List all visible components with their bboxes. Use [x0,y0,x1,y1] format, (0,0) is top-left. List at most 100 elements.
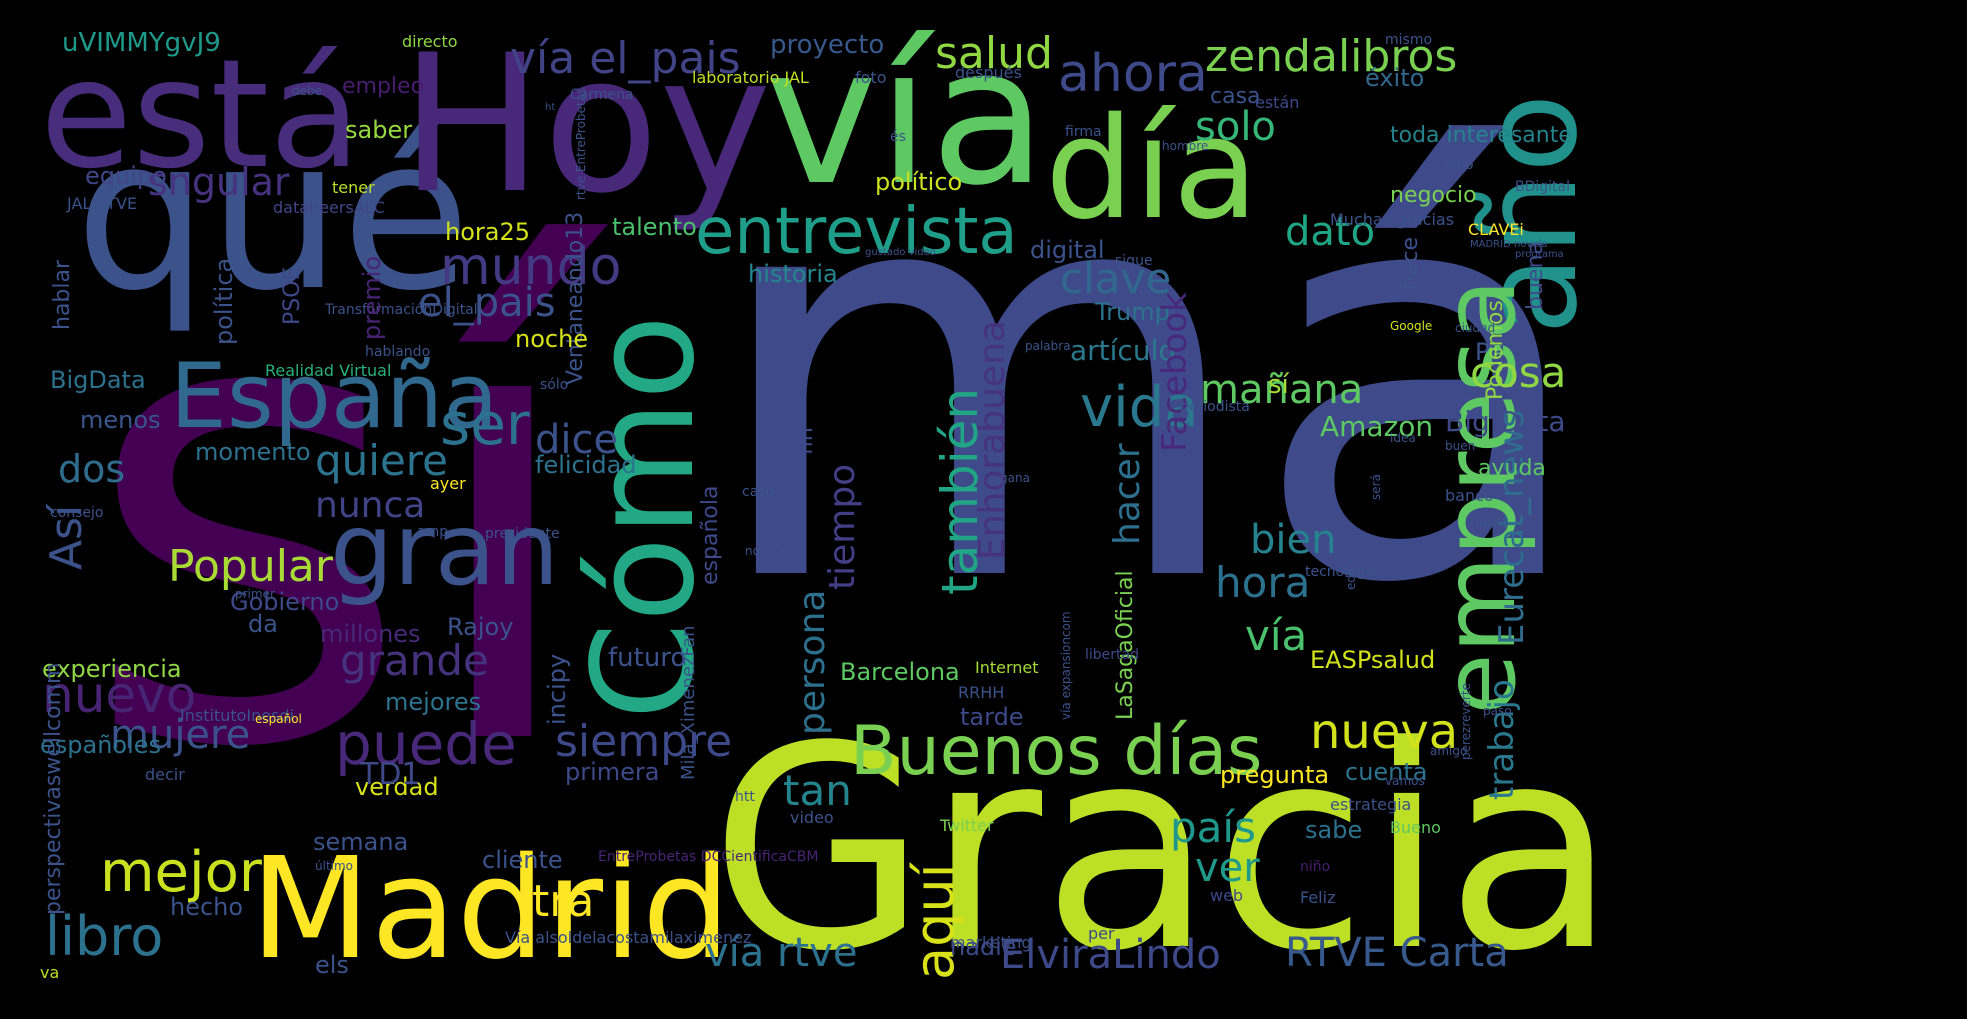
word-experiencia: decir [145,765,185,784]
word-casa: éxito [1365,64,1425,92]
word-clave: clave [1060,254,1172,303]
word-siempre: siempre [555,716,733,767]
word-pais: país [1170,803,1256,852]
word-programa: fin [793,427,818,455]
word-vamos: paso [1483,704,1512,718]
word-perspectivaswellcomm: español [255,712,302,726]
word-nuevo: nuevo [42,666,197,724]
word-facebook: Big Data [1445,405,1566,438]
word-talento: talento [612,213,697,241]
word-quiere: quiere [315,436,448,485]
word-millones: mejores [385,688,482,716]
word-els: Barcelona [840,658,960,686]
word-primera: semana [313,828,409,856]
word-politico: foto [855,68,887,87]
word-entrevista: entrevista [695,195,1018,269]
word-zendalibros: zendalibros [1205,31,1458,82]
word-uvimmygvj9: uVIMMYgvJ9 [62,28,221,58]
word-enhorabuena: Enhorabuena [972,320,1013,560]
word-puede: puede [335,710,517,778]
word-sigue: firma [1065,124,1102,140]
word-da: Rajoy [447,613,514,641]
word-hora25: hora25 [445,218,531,246]
word-institutoinesdi: último [315,859,354,873]
word-buena: EASPsalud [1310,646,1436,674]
word-ahora: ahora [1058,44,1208,104]
word-debe: sino [1445,157,1474,173]
word-tra: tra [532,876,595,927]
word-tan: tan [783,766,852,815]
word-transformaciondigital: gustado video [865,247,936,258]
word-estrategia: web [1210,886,1244,905]
word-web: niño [1300,859,1331,875]
word-cuenta: sabe [1305,816,1363,844]
word-caso: amp [417,524,449,540]
word-espanola: programa [1515,249,1564,260]
word-sera: vía expansioncom [1059,611,1073,720]
word-hecho: españoles [40,731,162,759]
word-pregunta: estrategia [1330,795,1412,814]
word-politica: política [210,257,238,345]
word-htt: htt [735,789,755,805]
word-gran: gran [330,491,560,608]
word-dice: dice [535,417,619,463]
word-hoy: Hoy [400,14,772,235]
word-vida: vida [1080,375,1199,440]
word-habla: vamos [1385,774,1425,788]
word-exito: negocio [1390,183,1477,208]
word-tecnologia: buen [1445,439,1476,453]
word-foto: casa [1210,84,1261,109]
word-hablar: hablar [50,259,75,330]
word-cliente: experiencia [42,655,182,683]
word-persona: persona [792,589,833,735]
word-via-expansioncom: perezreverte [1459,683,1473,760]
word-nino: marketing [950,933,1032,952]
word-elviralindo: ElviraLindo [1000,932,1221,978]
word-edicion: será [1369,474,1383,500]
word-toda-interesante: digital [1030,236,1105,264]
word-video: da [248,610,278,638]
word-aqui: aquí [903,863,966,980]
word-gana: palabra [1025,339,1071,353]
word-manana: mañana [1200,367,1364,413]
word-historia: historia [748,260,838,288]
word-amp: primer [235,587,275,601]
word-via-rtve: vía rtve [705,930,858,976]
word-fin: rtve EntreProbetas [574,87,588,200]
word-espanol: EntreProbetas DCCientificaCBM [598,849,819,865]
word-via-big: vía [765,6,1047,227]
word-equipo: equipo [85,162,167,190]
word-rtve-entreprobetas: edición [1344,546,1358,590]
word-solo: solo [1195,104,1276,150]
word-felicidad: laboratorio JAL [692,68,809,87]
word-ma: má [705,54,1594,706]
word-cosa: cosa [1470,348,1567,397]
word-ver: ver [1195,845,1260,891]
word-nunca: nunca [315,485,426,526]
word-gobierno: millones [320,620,421,648]
word-nadie: video [790,808,834,827]
word-tiempo: tiempo [822,463,863,590]
word-td1: tarde [960,703,1024,731]
word-menos: menos [80,406,161,434]
word-consejo: consejo [50,505,104,521]
word-ultimo: Vía alsoldelacostamilaximenez [505,928,752,947]
word-laboratorio-jal: después [955,63,1022,82]
word-podemos: cuenta [1345,758,1428,786]
word-semana: hecho [170,893,244,921]
word-libertad: banco [1445,486,1494,505]
word-via-alsol: els [315,951,349,979]
word-esta: está [40,28,362,202]
word-el-pais: el_pais [418,280,556,326]
word-bueno: Feliz [1300,888,1336,907]
word-per: nadie [950,933,1017,961]
word-ser: ser [440,390,530,458]
word-negocio: Trump [1095,298,1170,326]
word-amazon: PP [1475,338,1504,366]
word-dos: dos [58,447,126,491]
word-gracia: Gracia [710,687,1617,1013]
word-hacer: hacer [1107,443,1148,545]
word-madrid: Madrid [250,828,731,991]
word-databeersalc: databeersALC [273,198,385,217]
word-via-small: vía [1245,611,1308,660]
